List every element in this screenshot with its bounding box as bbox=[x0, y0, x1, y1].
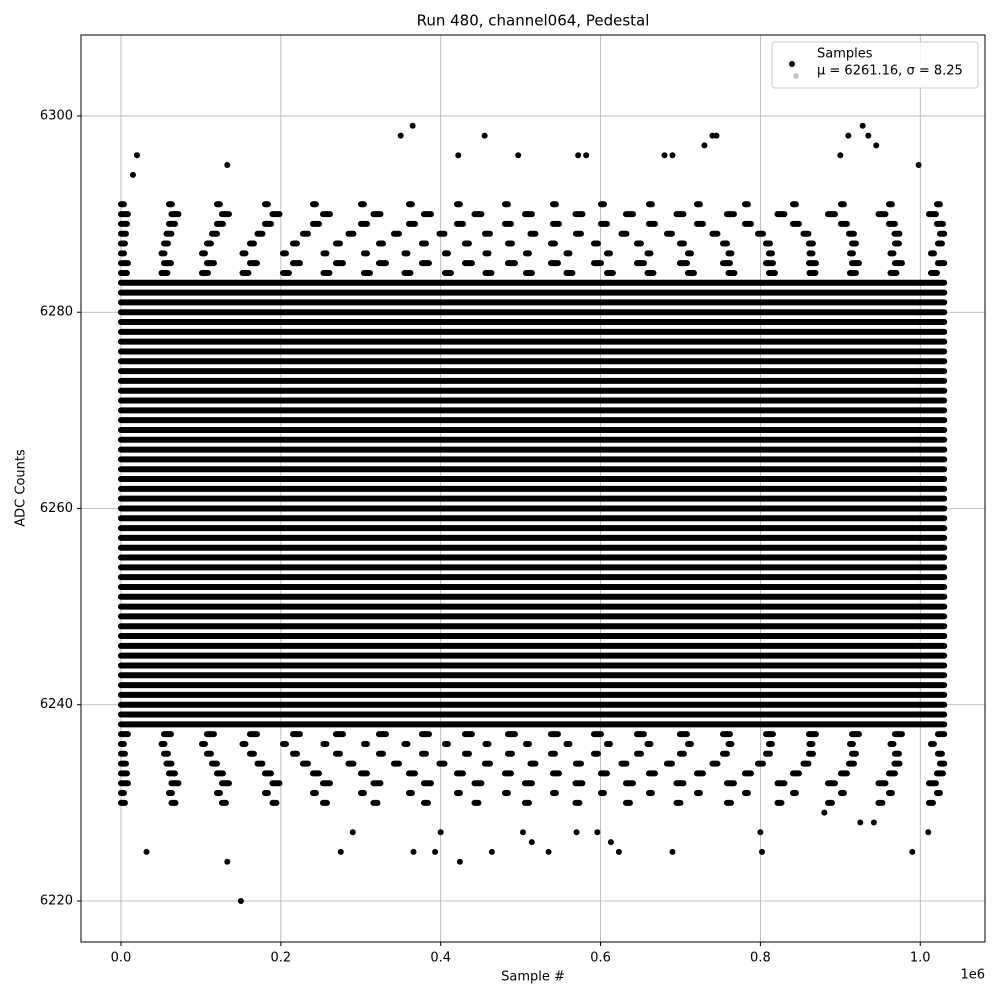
legend: Samples μ = 6261.16, σ = 8.25 bbox=[771, 41, 979, 89]
sample-point bbox=[870, 819, 877, 826]
sample-point bbox=[837, 152, 844, 159]
y-tick-label: 6240 bbox=[40, 697, 73, 712]
y-tick-label: 6220 bbox=[40, 893, 73, 908]
sample-point bbox=[845, 132, 852, 139]
sample-point bbox=[821, 809, 828, 816]
sample-point bbox=[143, 848, 150, 855]
sample-point bbox=[456, 858, 463, 865]
sample-point bbox=[909, 848, 916, 855]
y-tick-label: 6260 bbox=[40, 501, 73, 516]
x-tick-label: 0.0 bbox=[111, 951, 132, 966]
sample-point bbox=[758, 848, 765, 855]
x-axis-label: Sample # bbox=[501, 970, 565, 985]
x-tick-label: 0.2 bbox=[270, 951, 291, 966]
sample-point bbox=[515, 152, 522, 159]
sample-point bbox=[873, 142, 880, 149]
sample-point bbox=[575, 152, 582, 159]
sample-point bbox=[432, 848, 439, 855]
sample-point bbox=[669, 848, 676, 855]
chart-title: Run 480, channel064, Pedestal bbox=[417, 12, 650, 30]
sample-point bbox=[713, 132, 720, 139]
x-offset-label: 1e6 bbox=[960, 968, 985, 983]
axes-frame bbox=[80, 34, 986, 943]
plot-area bbox=[81, 35, 985, 942]
sample-point bbox=[520, 829, 527, 836]
sample-point bbox=[129, 171, 136, 178]
sample-point bbox=[397, 132, 404, 139]
sample-point bbox=[615, 848, 622, 855]
sample-point bbox=[607, 839, 614, 846]
y-tick-label: 6280 bbox=[40, 305, 73, 320]
sample-point bbox=[583, 152, 590, 159]
sample-point bbox=[410, 848, 417, 855]
sample-point bbox=[757, 829, 764, 836]
sample-point bbox=[224, 858, 231, 865]
sample-point bbox=[409, 122, 416, 129]
legend-box bbox=[771, 41, 979, 89]
sample-point bbox=[349, 829, 356, 836]
sample-point bbox=[859, 122, 866, 129]
sample-point bbox=[857, 819, 864, 826]
sample-point bbox=[669, 152, 676, 159]
sample-point bbox=[528, 839, 535, 846]
sample-point bbox=[481, 132, 488, 139]
legend-marker bbox=[789, 61, 795, 67]
sample-point bbox=[488, 848, 495, 855]
sample-point bbox=[237, 897, 244, 904]
y-tick-label: 6300 bbox=[40, 108, 73, 123]
sample-point bbox=[133, 152, 140, 159]
sample-point bbox=[455, 152, 462, 159]
sample-point bbox=[437, 829, 444, 836]
y-axis-label: ADC Counts bbox=[14, 449, 29, 527]
sample-point bbox=[224, 162, 231, 169]
sample-point bbox=[925, 829, 932, 836]
legend-label: Samples bbox=[817, 47, 873, 62]
sample-point bbox=[661, 152, 668, 159]
x-tick-label: 0.4 bbox=[430, 951, 451, 966]
sample-point bbox=[545, 848, 552, 855]
legend-label: μ = 6261.16, σ = 8.25 bbox=[817, 64, 963, 79]
x-tick-label: 0.6 bbox=[590, 951, 611, 966]
legend-marker bbox=[793, 73, 799, 79]
sample-point bbox=[594, 829, 601, 836]
sample-point bbox=[915, 162, 922, 169]
x-tick-label: 1.0 bbox=[910, 951, 931, 966]
sample-point bbox=[573, 829, 580, 836]
sample-point bbox=[701, 142, 708, 149]
x-tick-label: 0.8 bbox=[750, 951, 771, 966]
sample-point bbox=[337, 848, 344, 855]
sample-point bbox=[865, 132, 872, 139]
